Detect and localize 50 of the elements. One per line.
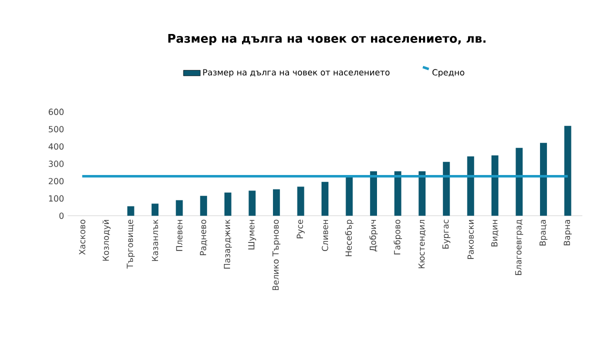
y-tick-label: 500 xyxy=(48,126,64,132)
y-tick-label: 200 xyxy=(48,178,64,184)
bar xyxy=(442,162,450,216)
bar xyxy=(224,192,232,216)
bar xyxy=(200,196,208,216)
x-tick-label: Видин xyxy=(491,220,499,246)
x-tick-label: Пазарджик xyxy=(224,219,232,268)
x-tick-label: Несебър xyxy=(345,219,354,256)
x-tick-label: Казанлък xyxy=(152,219,158,261)
y-tick-label: 600 xyxy=(48,108,64,115)
x-tick-label: Русе xyxy=(296,219,305,238)
x-tick-label: Козлодуй xyxy=(102,220,111,260)
bar xyxy=(346,176,353,216)
x-tick-label: Търговище xyxy=(126,219,135,268)
bar xyxy=(467,156,474,216)
x-tick-label: Бургас xyxy=(442,220,450,248)
x-tick-label: Габрово xyxy=(394,219,402,254)
x-tick-label: Благоевград xyxy=(515,219,524,275)
bar xyxy=(297,186,304,216)
x-tick-label: Велико Търново xyxy=(272,219,280,290)
bar xyxy=(540,142,547,216)
bar xyxy=(564,126,572,216)
x-tick-label: Добрич xyxy=(369,220,378,252)
x-tick-label: Сливен xyxy=(322,220,328,251)
y-tick-label: 0 xyxy=(59,212,64,219)
chart-title: Размер на дълга на човек от населението, лв. xyxy=(168,34,486,45)
x-tick-label: Раковски xyxy=(468,220,474,259)
y-tick-label: 400 xyxy=(48,143,64,150)
legend-label: Размер на дълга на човек от населението xyxy=(203,69,390,77)
bar xyxy=(152,203,159,216)
x-tick-label: Хасково xyxy=(79,219,86,255)
bar xyxy=(272,189,280,216)
bar xyxy=(418,171,426,216)
bar xyxy=(248,190,256,216)
bar xyxy=(370,171,378,216)
bar xyxy=(127,206,134,216)
y-tick-label: 300 xyxy=(48,160,64,167)
bar xyxy=(176,200,183,216)
x-tick-label: Раднево xyxy=(200,219,208,255)
bar xyxy=(491,155,498,216)
y-tick-label: 100 xyxy=(49,195,64,202)
x-tick-label: Кюстендил xyxy=(418,220,426,268)
x-tick-label: Враца xyxy=(540,220,548,246)
bar xyxy=(322,182,328,216)
x-tick-label: Плевен xyxy=(176,220,182,251)
bar xyxy=(516,148,523,216)
legend-label: Средно xyxy=(432,68,464,77)
x-tick-label: Шумен xyxy=(248,220,256,250)
x-tick-label: Варна xyxy=(564,220,572,246)
bar xyxy=(394,171,402,216)
